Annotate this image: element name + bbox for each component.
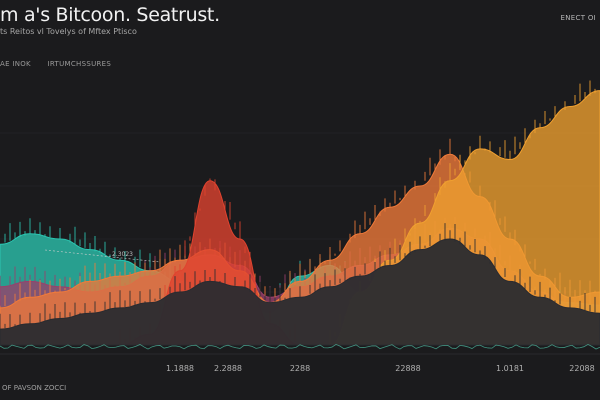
chart-subtitle: ts Reitos vl Tovelys of Mftex Ptisco [0, 27, 137, 36]
annotation-line [44, 249, 161, 263]
top-right-label: ENECT OI [560, 14, 596, 22]
legend-left-label: AE INOK [0, 60, 31, 68]
x-tick-label: 22888 [395, 364, 420, 373]
baseline-line [0, 343, 600, 350]
x-tick-label: 1.1888 [166, 364, 194, 373]
x-tick-label: 2.2888 [214, 364, 242, 373]
footer-label: OF PAVSON ZOCCI [2, 384, 67, 392]
x-tick-label: 22088 [569, 364, 594, 373]
chart-title: m a's Bitcoon. Seatrust. [0, 4, 220, 26]
legend-right-label: IRTUMCHSSURES [47, 60, 112, 68]
x-tick-label: 2288 [290, 364, 310, 373]
legend-row: AE INOK IRTUMCHSSURES [0, 60, 125, 68]
x-tick-label: 1.0181 [496, 364, 524, 373]
annotation-label: 2.3023 [112, 251, 133, 258]
